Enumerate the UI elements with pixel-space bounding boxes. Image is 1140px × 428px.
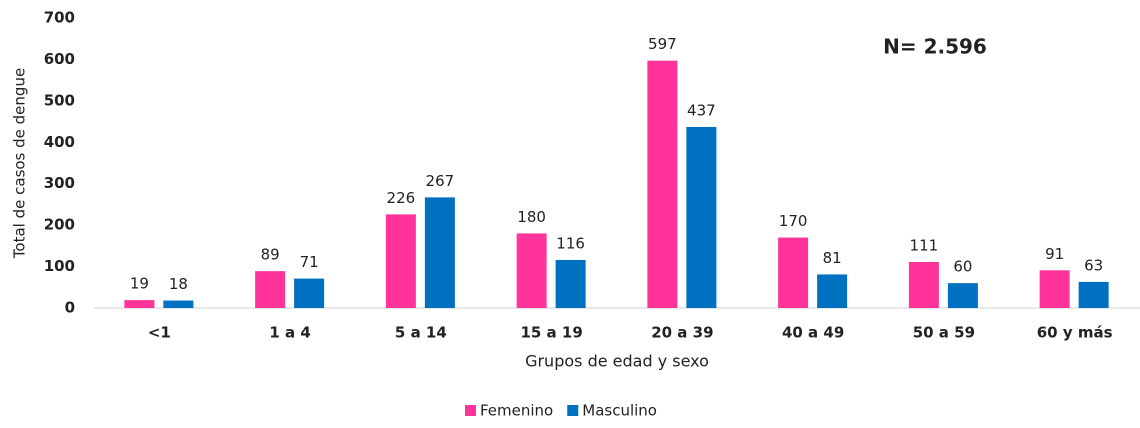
bar xyxy=(778,237,809,308)
y-tick-label: 700 xyxy=(44,9,75,27)
data-label: 437 xyxy=(687,101,716,119)
data-label: 89 xyxy=(261,246,280,264)
bar xyxy=(385,214,416,308)
bar xyxy=(555,259,586,308)
data-label: 111 xyxy=(910,237,939,255)
bar xyxy=(424,197,455,308)
x-tick-label: 60 y más xyxy=(1037,324,1113,342)
data-label: 60 xyxy=(953,258,972,276)
data-label: 81 xyxy=(823,249,842,267)
x-axis-title: Grupos de edad y sexo xyxy=(525,352,709,371)
bar xyxy=(255,271,286,308)
y-axis-title: Total de casos de dengue xyxy=(11,68,29,259)
y-tick-label: 400 xyxy=(44,133,75,151)
y-tick-label: 100 xyxy=(44,257,75,275)
data-label: 597 xyxy=(648,35,677,53)
bar xyxy=(947,283,978,308)
x-tick-label: 40 a 49 xyxy=(782,324,844,342)
x-tick-label: 1 a 4 xyxy=(269,324,310,342)
bar xyxy=(1078,281,1109,308)
bar xyxy=(516,233,547,308)
legend-swatch xyxy=(465,405,476,416)
data-label: 116 xyxy=(556,234,585,252)
data-label: 63 xyxy=(1084,256,1103,274)
x-tick-label: <1 xyxy=(148,324,171,342)
y-tick-label: 0 xyxy=(65,299,75,317)
x-tick-label: 50 a 59 xyxy=(913,324,975,342)
annotation: N= 2.596 xyxy=(883,35,987,59)
x-tick-label: 20 a 39 xyxy=(651,324,713,342)
data-label: 91 xyxy=(1045,245,1064,263)
bar xyxy=(163,300,194,308)
y-tick-label: 200 xyxy=(44,216,75,234)
bar xyxy=(686,126,717,308)
bar xyxy=(124,300,155,308)
bar xyxy=(294,278,325,308)
y-tick-label: 600 xyxy=(44,50,75,68)
bar xyxy=(908,262,939,308)
x-tick-label: 15 a 19 xyxy=(520,324,582,342)
data-label: 71 xyxy=(300,253,319,271)
x-tick-label: 5 a 14 xyxy=(395,324,447,342)
y-tick-label: 500 xyxy=(44,91,75,109)
data-label: 18 xyxy=(169,275,188,293)
legend-label: Femenino xyxy=(480,402,553,420)
bar xyxy=(817,274,848,308)
legend-label: Masculino xyxy=(582,402,657,420)
bar xyxy=(647,60,678,308)
data-label: 226 xyxy=(387,189,416,207)
legend-swatch xyxy=(567,405,579,416)
data-label: 19 xyxy=(130,275,149,293)
data-label: 267 xyxy=(426,172,455,190)
data-label: 180 xyxy=(517,208,546,226)
bar xyxy=(1039,270,1070,308)
data-label: 170 xyxy=(779,212,808,230)
y-tick-label: 300 xyxy=(44,174,75,192)
